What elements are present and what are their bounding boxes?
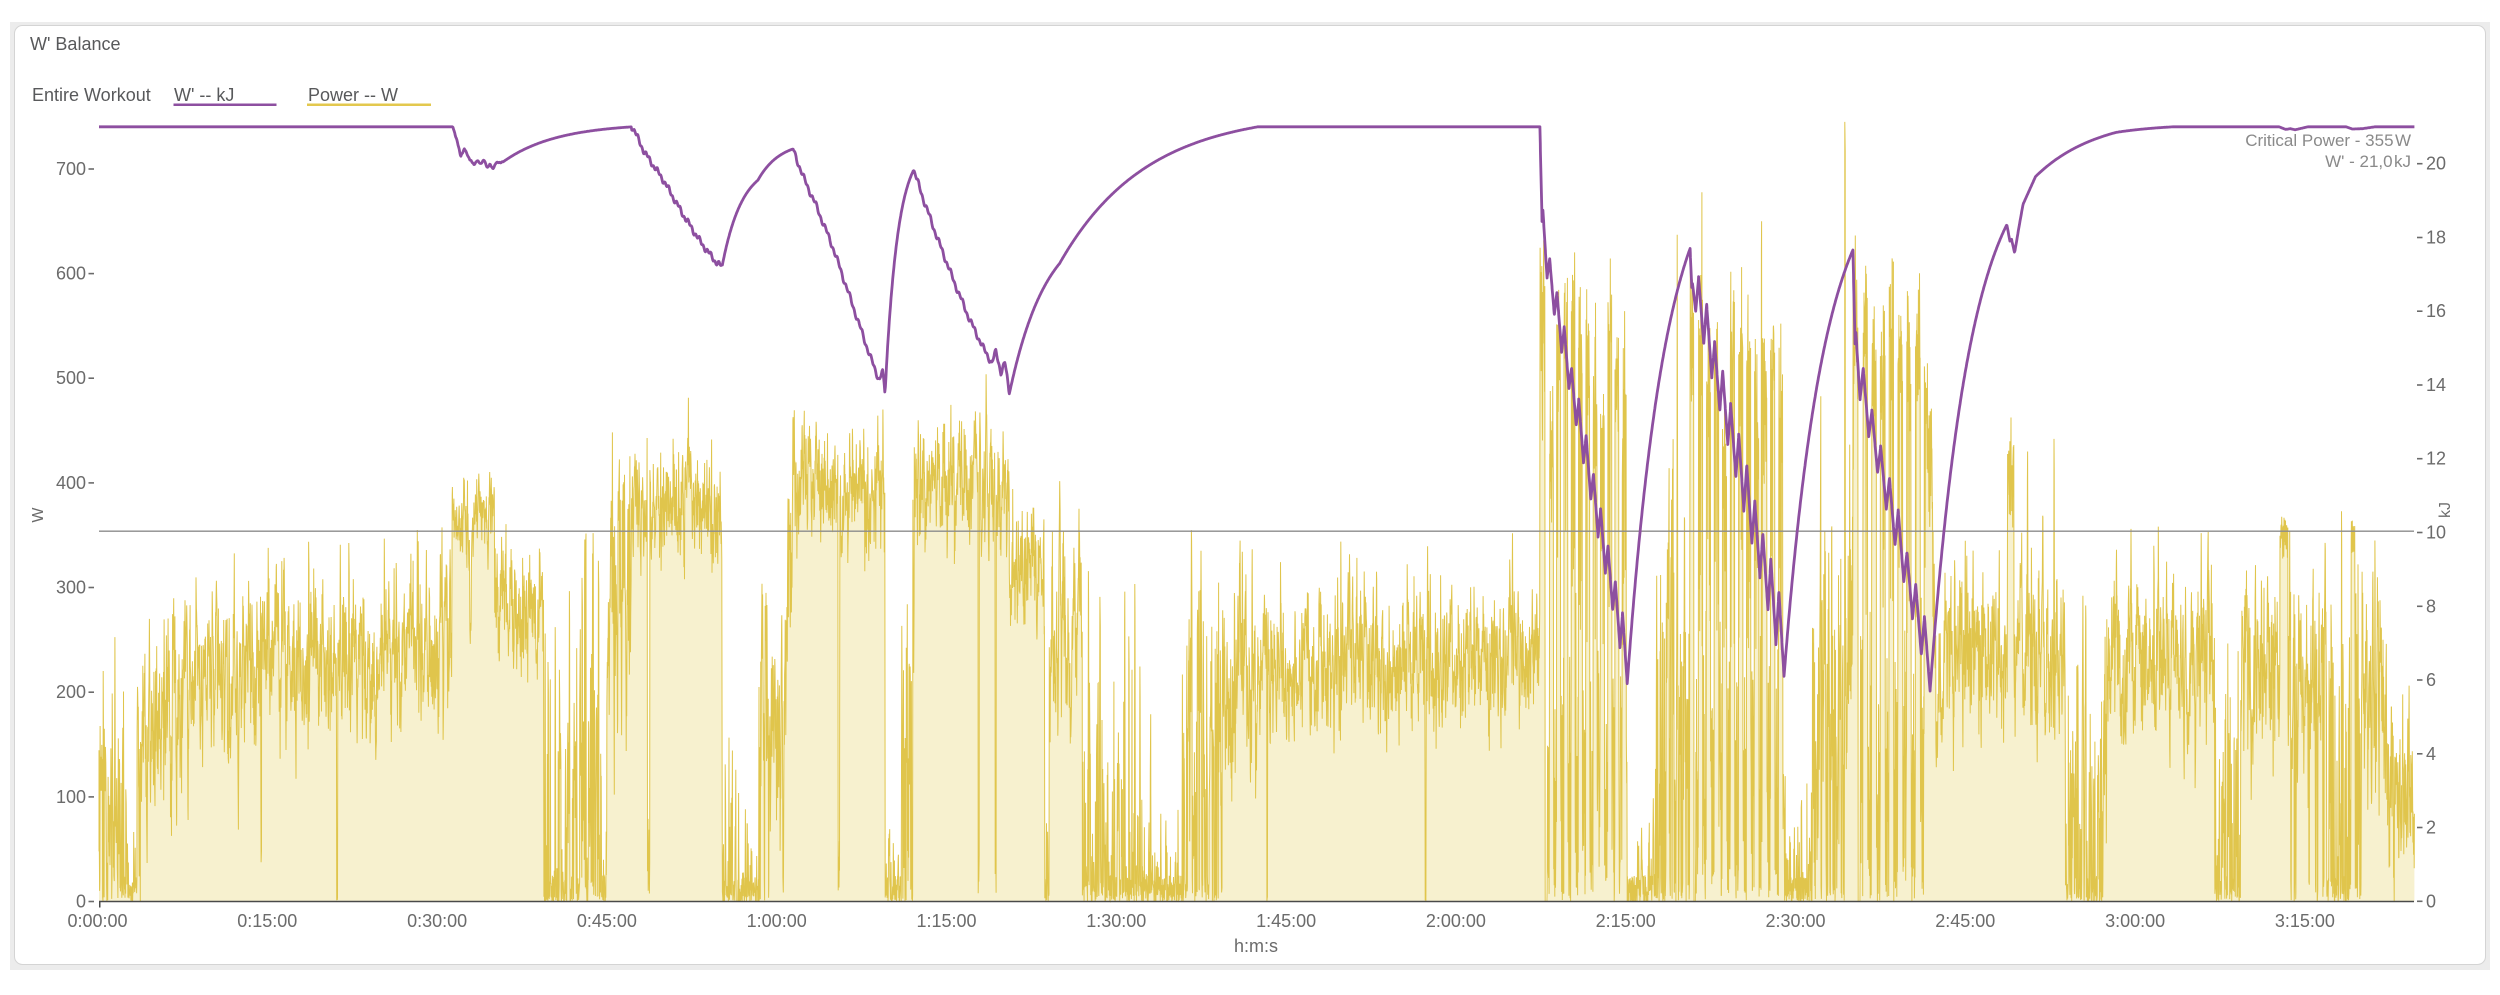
svg-text:0:15:00: 0:15:00 [237,911,297,931]
svg-text:0:30:00: 0:30:00 [407,911,467,931]
svg-text:600: 600 [56,264,86,284]
svg-text:Critical Power - 355 W: Critical Power - 355 W [2245,131,2411,150]
svg-text:0: 0 [76,892,86,912]
svg-text:10: 10 [2426,523,2446,543]
svg-text:12: 12 [2426,449,2446,469]
svg-text:2:15:00: 2:15:00 [1596,911,1656,931]
svg-text:kJ: kJ [2437,502,2454,518]
svg-text:2: 2 [2426,818,2436,838]
svg-text:3:00:00: 3:00:00 [2105,911,2165,931]
svg-text:6: 6 [2426,670,2436,690]
svg-text:W: W [30,507,47,523]
svg-text:20: 20 [2426,154,2446,174]
svg-text:8: 8 [2426,596,2436,616]
svg-text:400: 400 [56,473,86,493]
svg-text:2:30:00: 2:30:00 [1765,911,1825,931]
svg-text:3:15:00: 3:15:00 [2275,911,2335,931]
svg-text:16: 16 [2426,301,2446,321]
svg-text:W' - 21,0 kJ: W' - 21,0 kJ [2325,152,2411,171]
svg-text:1:45:00: 1:45:00 [1256,911,1316,931]
svg-text:1:30:00: 1:30:00 [1086,911,1146,931]
svg-text:14: 14 [2426,375,2446,395]
svg-text:500: 500 [56,368,86,388]
svg-text:Entire Workout: Entire Workout [32,85,151,105]
svg-text:Power -- W: Power -- W [308,85,398,105]
svg-text:100: 100 [56,787,86,807]
svg-text:4: 4 [2426,744,2436,764]
svg-text:300: 300 [56,578,86,598]
svg-text:h:m:s: h:m:s [1234,936,1278,956]
svg-text:2:00:00: 2:00:00 [1426,911,1486,931]
svg-text:0: 0 [2426,891,2436,911]
svg-text:700: 700 [56,159,86,179]
svg-text:2:45:00: 2:45:00 [1935,911,1995,931]
svg-text:1:00:00: 1:00:00 [747,911,807,931]
svg-text:W' Balance: W' Balance [30,34,120,54]
svg-text:0:45:00: 0:45:00 [577,911,637,931]
svg-text:0:00:00: 0:00:00 [67,911,127,931]
svg-text:18: 18 [2426,228,2446,248]
svg-text:1:15:00: 1:15:00 [916,911,976,931]
svg-text:W' -- kJ: W' -- kJ [174,85,234,105]
svg-text:200: 200 [56,682,86,702]
